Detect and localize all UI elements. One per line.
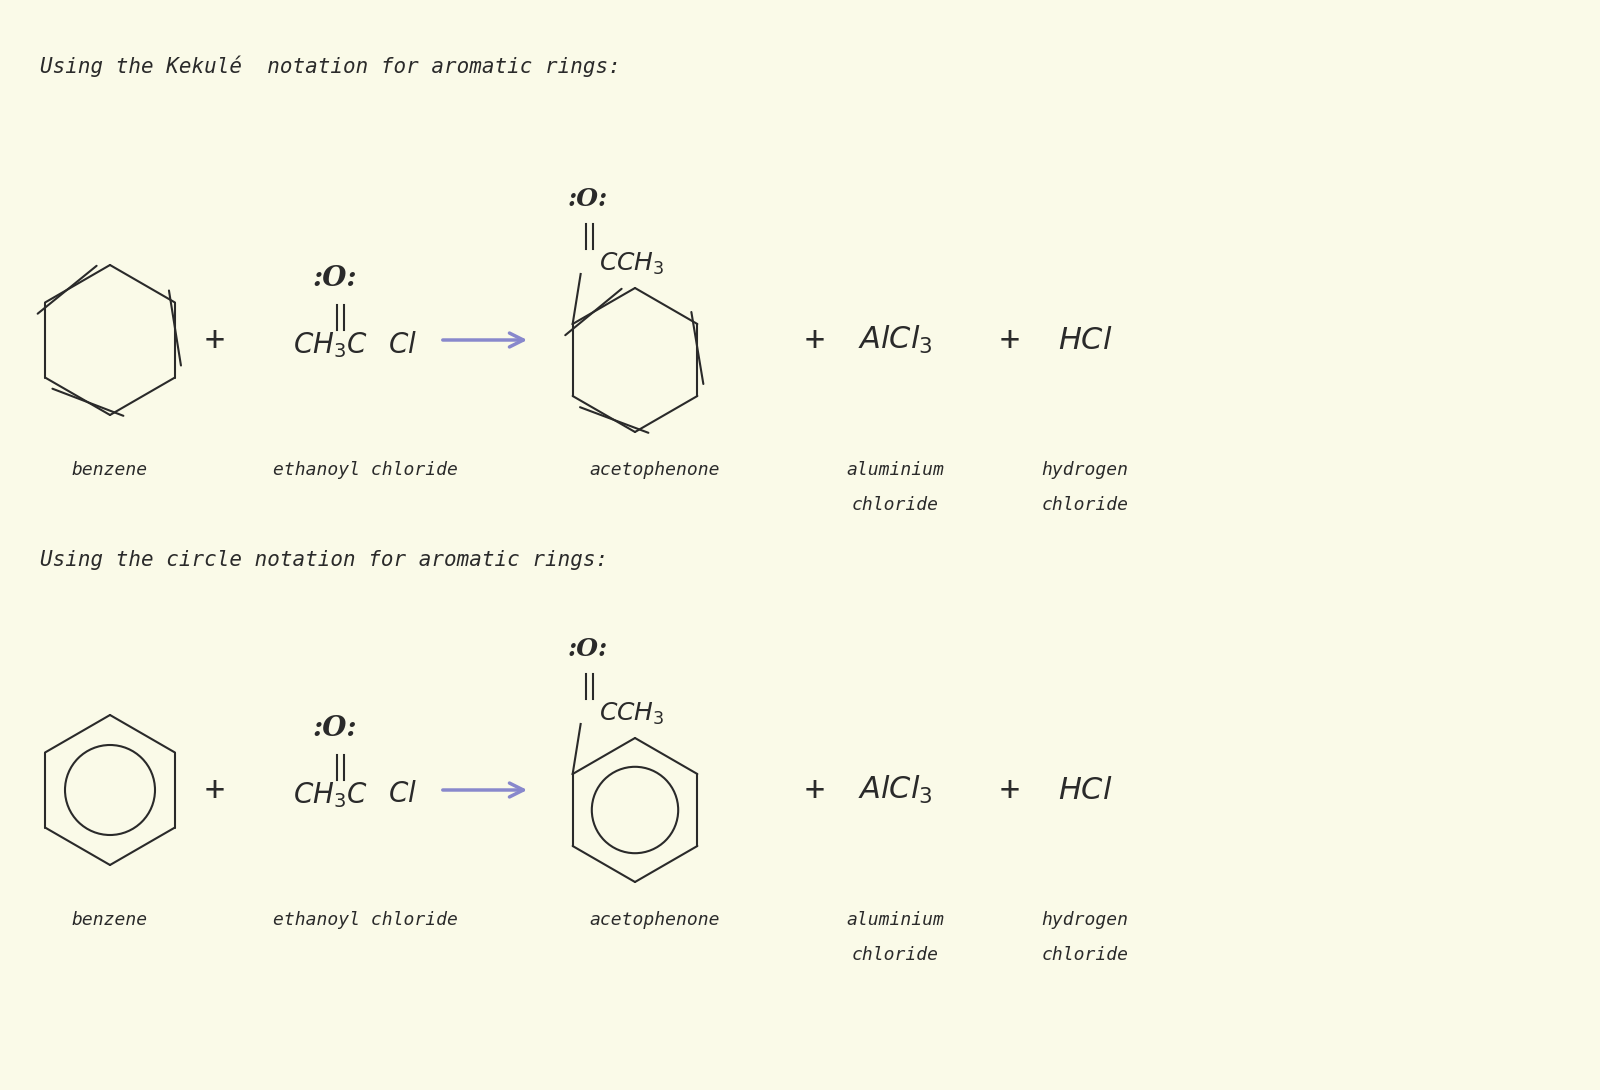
Text: acetophenone: acetophenone — [590, 911, 720, 929]
Text: $CH_3C$: $CH_3C$ — [293, 330, 368, 360]
Text: $CCH_3$: $CCH_3$ — [598, 251, 664, 277]
Text: aluminium: aluminium — [846, 461, 944, 479]
Text: chloride: chloride — [1042, 946, 1128, 964]
Text: $HCl$: $HCl$ — [1058, 325, 1112, 355]
Text: +: + — [205, 774, 226, 807]
Text: aluminium: aluminium — [846, 911, 944, 929]
Text: :O:: :O: — [568, 637, 608, 661]
Text: acetophenone: acetophenone — [590, 461, 720, 479]
Text: +: + — [205, 324, 226, 356]
Text: benzene: benzene — [72, 461, 149, 479]
Text: +: + — [1000, 774, 1021, 807]
Text: Using the Kekulé  notation for aromatic rings:: Using the Kekulé notation for aromatic r… — [40, 54, 621, 76]
Text: chloride: chloride — [1042, 496, 1128, 514]
Text: +: + — [805, 324, 826, 356]
FancyArrowPatch shape — [443, 334, 523, 347]
Text: benzene: benzene — [72, 911, 149, 929]
FancyArrowPatch shape — [443, 783, 523, 797]
Text: hydrogen: hydrogen — [1042, 461, 1128, 479]
Text: $CCH_3$: $CCH_3$ — [598, 701, 664, 727]
Text: $Cl$: $Cl$ — [387, 331, 416, 359]
Text: ethanoyl chloride: ethanoyl chloride — [272, 461, 458, 479]
Text: $AlCl_3$: $AlCl_3$ — [858, 774, 933, 806]
Text: chloride: chloride — [851, 946, 939, 964]
Text: +: + — [805, 774, 826, 807]
Text: $AlCl_3$: $AlCl_3$ — [858, 324, 933, 356]
Text: chloride: chloride — [851, 496, 939, 514]
Text: +: + — [1000, 324, 1021, 356]
Text: :O:: :O: — [568, 187, 608, 211]
Text: :O:: :O: — [312, 715, 357, 741]
Text: $CH_3C$: $CH_3C$ — [293, 780, 368, 810]
Text: :O:: :O: — [312, 265, 357, 291]
Text: $Cl$: $Cl$ — [387, 782, 416, 809]
Text: Using the circle notation for aromatic rings:: Using the circle notation for aromatic r… — [40, 550, 608, 570]
Text: $HCl$: $HCl$ — [1058, 775, 1112, 806]
Text: hydrogen: hydrogen — [1042, 911, 1128, 929]
Text: ethanoyl chloride: ethanoyl chloride — [272, 911, 458, 929]
